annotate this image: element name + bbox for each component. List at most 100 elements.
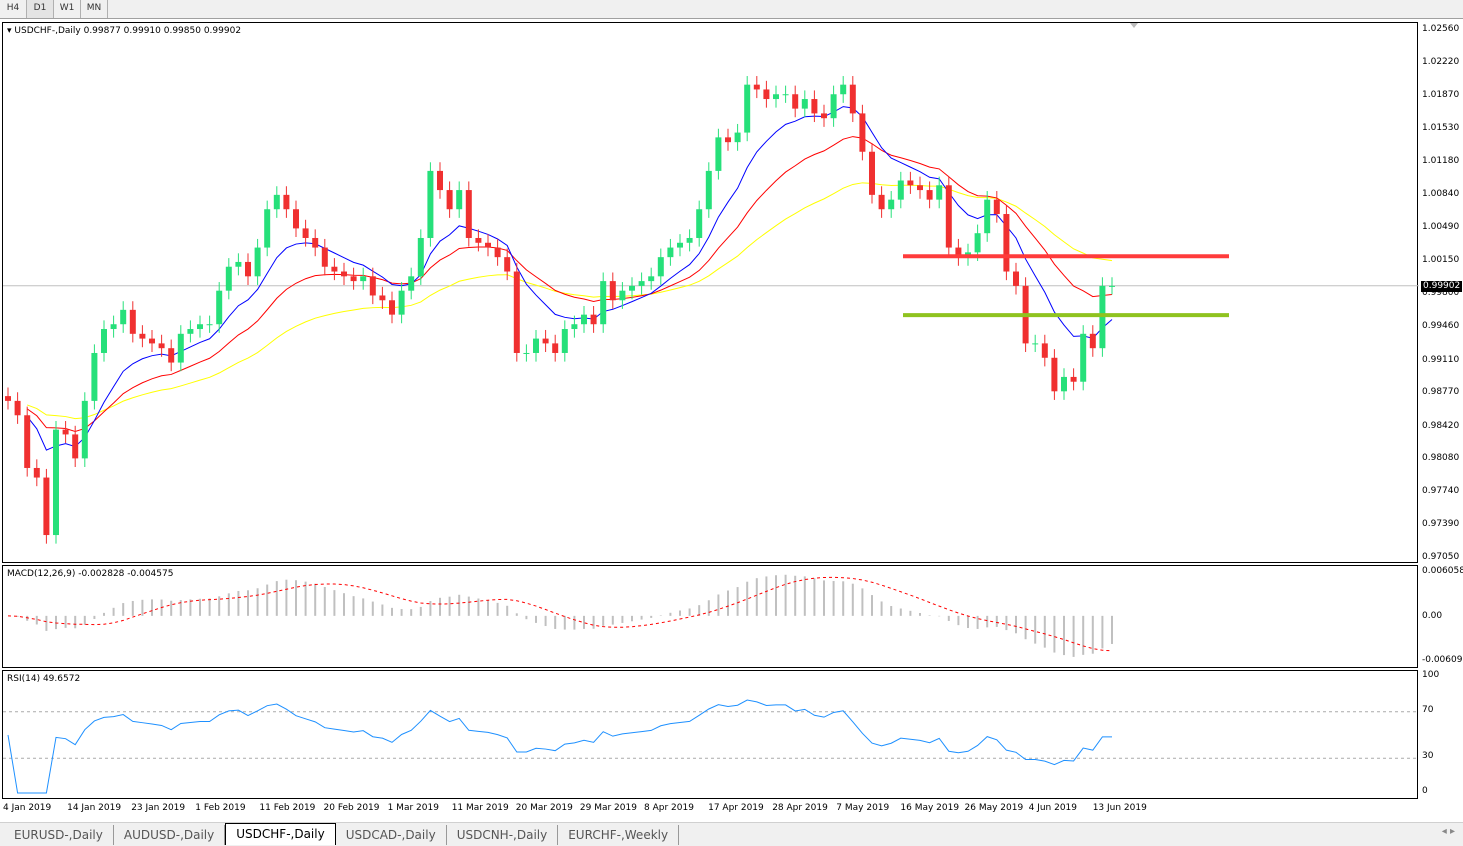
bull-candle — [715, 137, 722, 171]
macd-chart — [7, 574, 1113, 657]
bull-candle — [1061, 376, 1067, 392]
bear-candle — [993, 199, 1000, 215]
bull-candle — [686, 237, 693, 243]
timeframe-w1[interactable]: W1 — [54, 0, 81, 18]
bear-candle — [907, 180, 914, 186]
bull-candle — [600, 281, 607, 325]
date-tick: 7 May 2019 — [836, 803, 890, 813]
macd-panel[interactable]: MACD(12,26,9) -0.002828 -0.004575 — [2, 565, 1418, 668]
candlestick-chart — [3, 23, 1419, 544]
bull-candle — [696, 209, 703, 238]
bull-candle — [773, 94, 779, 100]
bear-candle — [542, 338, 549, 344]
date-tick: 26 May 2019 — [964, 803, 1024, 813]
bull-candle — [110, 324, 117, 330]
bull-candle — [744, 84, 751, 133]
bull-candle — [523, 352, 530, 354]
tab-usdchf[interactable]: USDCHF-,Daily — [225, 823, 336, 845]
timeframe-toolbar: H4 D1 W1 MN — [0, 0, 1463, 19]
rsi-tick: 0 — [1422, 786, 1428, 796]
bull-candle — [417, 237, 424, 277]
price-tick: 0.99800 — [1422, 288, 1460, 299]
bull-candle — [561, 329, 568, 353]
bull-candle — [235, 261, 242, 267]
rsi-chart — [3, 699, 1419, 794]
bull-candle — [667, 247, 674, 258]
bear-candle — [878, 194, 885, 210]
timeframe-d1[interactable]: D1 — [27, 0, 54, 18]
tab-usdcnh[interactable]: USDCNH-,Daily — [447, 825, 559, 845]
bull-candle — [782, 94, 789, 96]
chart-shift-marker — [1130, 23, 1138, 28]
bear-candle — [1070, 376, 1077, 382]
price-tick: 0.99460 — [1422, 321, 1460, 332]
bear-candle — [14, 400, 21, 416]
bull-candle — [677, 242, 683, 248]
date-tick: 4 Jun 2019 — [1028, 803, 1078, 813]
timeframe-h4[interactable]: H4 — [0, 0, 27, 18]
bear-candle — [725, 137, 731, 143]
bull-candle — [273, 194, 280, 210]
date-tick: 1 Mar 2019 — [387, 803, 439, 813]
rsi-header: RSI(14) 49.6572 — [7, 674, 81, 684]
bear-candle — [465, 190, 472, 238]
bull-candle — [360, 276, 367, 282]
date-tick: 17 Apr 2019 — [708, 803, 764, 813]
bull-candle — [427, 170, 434, 238]
bear-candle — [379, 295, 386, 301]
bear-candle — [24, 415, 31, 468]
date-tick: 16 May 2019 — [900, 803, 960, 813]
bull-candle — [206, 324, 213, 326]
bear-candle — [389, 300, 395, 315]
macd-header: MACD(12,26,9) -0.002828 -0.004575 — [7, 569, 174, 579]
date-tick: 29 Mar 2019 — [579, 803, 637, 813]
bear-candle — [43, 477, 50, 536]
chart-tabs: EURUSD-,Daily AUDUSD-,Daily USDCHF-,Dail… — [0, 822, 1463, 846]
tab-eurchf[interactable]: EURCHF-,Weekly — [558, 825, 680, 845]
chart-header: ▾ USDCHF-,Daily 0.99877 0.99910 0.99850 … — [7, 26, 242, 36]
bear-candle — [62, 429, 69, 435]
bear-candle — [590, 314, 597, 325]
bull-candle — [120, 309, 127, 325]
bull-candle — [974, 233, 981, 253]
price-tick: 1.01530 — [1422, 122, 1460, 133]
price-tick: 1.02560 — [1422, 24, 1460, 34]
tab-scroll-arrows[interactable]: ◂ ▸ — [1441, 826, 1455, 837]
bull-candle — [81, 400, 88, 459]
bear-candle — [821, 113, 827, 119]
bear-candle — [1013, 271, 1019, 286]
bear-candle — [341, 271, 347, 277]
bull-candle — [897, 180, 904, 200]
price-tick: 0.98420 — [1422, 420, 1460, 431]
price-tick: 0.97050 — [1422, 552, 1460, 562]
bear-candle — [1003, 214, 1010, 272]
bull-candle — [840, 84, 847, 95]
bull-candle — [1109, 285, 1115, 287]
price-chart-panel[interactable]: ▾ USDCHF-,Daily 0.99877 0.99910 0.99850 … — [2, 22, 1419, 563]
bull-candle — [984, 199, 991, 234]
date-tick: 13 Jun 2019 — [1092, 803, 1147, 813]
bull-candle — [91, 352, 98, 401]
rsi-tick: 70 — [1422, 704, 1434, 715]
price-tick: 1.01180 — [1422, 156, 1460, 167]
bear-candle — [369, 276, 376, 296]
rsi-panel[interactable]: RSI(14) 49.6572 — [2, 670, 1419, 799]
bear-candle — [1089, 333, 1096, 349]
bull-candle — [888, 199, 895, 210]
timeframe-mn[interactable]: MN — [81, 0, 108, 18]
date-tick: 1 Feb 2019 — [195, 803, 246, 813]
bear-candle — [753, 84, 760, 90]
bear-candle — [168, 348, 175, 363]
bear-candle — [513, 271, 520, 353]
bull-candle — [408, 276, 415, 291]
bull-candle — [456, 190, 463, 210]
bear-candle — [475, 237, 482, 243]
tab-usdcad[interactable]: USDCAD-,Daily — [336, 825, 447, 845]
tab-audusd[interactable]: AUDUSD-,Daily — [114, 825, 226, 845]
bull-candle — [398, 290, 405, 315]
bear-candle — [437, 170, 443, 191]
bear-candle — [763, 89, 770, 100]
bear-candle — [504, 257, 511, 272]
bear-candle — [33, 467, 40, 478]
tab-eurusd[interactable]: EURUSD-,Daily — [4, 825, 114, 845]
